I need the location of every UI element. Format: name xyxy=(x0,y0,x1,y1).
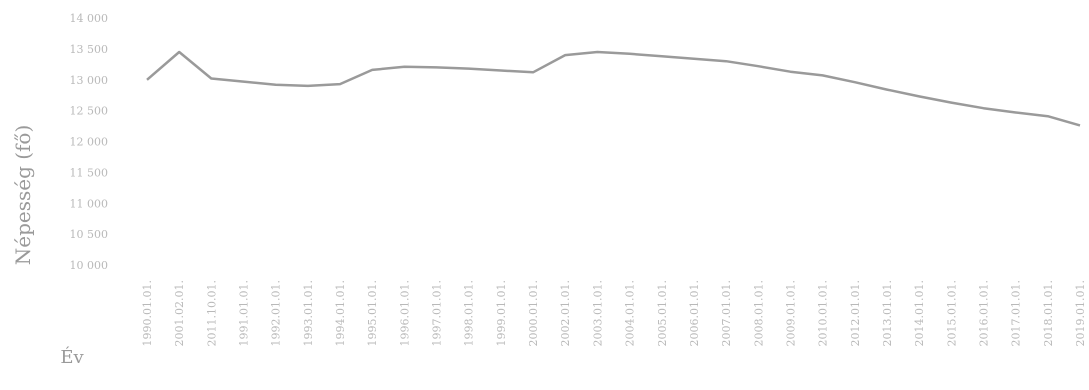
x-tick-label: 1991.01.01. xyxy=(238,280,251,346)
y-tick-label: 13 500 xyxy=(70,43,109,56)
x-tick-label: 2003.01.01. xyxy=(591,280,604,346)
x-tick-label: 2000.01.01. xyxy=(527,280,540,346)
x-tick-label: 2015.01.01. xyxy=(945,280,958,346)
x-tick-label: 2004.01.01. xyxy=(624,280,637,346)
x-tick-label: 2016.01.01. xyxy=(977,280,990,346)
x-tick-label: 2019.01.01. xyxy=(1074,280,1087,346)
x-tick-label: 2010.01.01. xyxy=(817,280,830,346)
x-axis-title: Év xyxy=(60,345,84,368)
x-tick-label: 2017.01.01. xyxy=(1010,280,1023,346)
x-tick-label: 2012.01.01. xyxy=(849,280,862,346)
x-tick-label: 1990.01.01. xyxy=(141,280,154,346)
y-tick-label: 12 000 xyxy=(70,136,109,149)
y-tick-label: 10 000 xyxy=(70,259,109,272)
x-tick-label: 1994.01.01. xyxy=(334,280,347,346)
x-tick-label: 2001.02.01. xyxy=(173,280,186,346)
x-tick-label: 2006.01.01. xyxy=(688,280,701,346)
y-tick-label: 11 000 xyxy=(70,197,109,210)
x-tick-label: 2007.01.01. xyxy=(720,280,733,346)
y-tick-label: 12 500 xyxy=(70,105,109,118)
x-tick-label: 2011.10.01. xyxy=(205,280,218,346)
x-tick-label: 1998.01.01. xyxy=(463,280,476,346)
x-tick-label: 2008.01.01. xyxy=(752,280,765,346)
y-tick-label: 10 500 xyxy=(70,228,109,241)
x-axis-ticks: 1990.01.01. 2001.02.01. 2011.10.01. 1991.01… xyxy=(141,280,1087,346)
x-tick-label: 1996.01.01. xyxy=(398,280,411,346)
y-axis-ticks: 14 000 13 500 13 000 12 500 12 000 11 500 11 0… xyxy=(70,12,109,272)
x-tick-label: 1997.01.01. xyxy=(431,280,444,346)
x-tick-label: 1999.01.01. xyxy=(495,280,508,346)
x-tick-label: 1993.01.01. xyxy=(302,280,315,346)
x-tick-label: 2009.01.01. xyxy=(784,280,797,346)
y-axis-title: Népesség (fő) xyxy=(11,125,35,266)
x-tick-label: 2005.01.01. xyxy=(656,280,669,346)
series-line xyxy=(146,50,1081,127)
x-tick-label: 2018.01.01. xyxy=(1042,280,1055,346)
x-tick-label: 1992.01.01. xyxy=(270,280,283,346)
x-tick-label: 1995.01.01. xyxy=(366,280,379,346)
x-tick-label: 2013.01.01. xyxy=(881,280,894,346)
x-tick-label: 2014.01.01. xyxy=(913,280,926,346)
y-tick-label: 11 500 xyxy=(70,166,109,179)
x-tick-label: 2002.01.01. xyxy=(559,280,572,346)
y-tick-label: 14 000 xyxy=(70,12,109,25)
y-tick-label: 13 000 xyxy=(70,74,109,87)
